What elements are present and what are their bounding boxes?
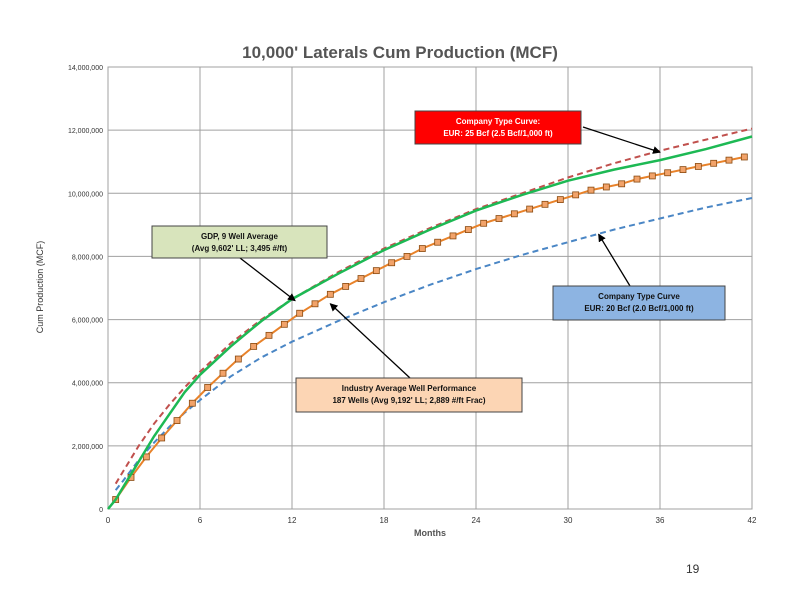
data-point bbox=[725, 156, 733, 164]
plot-area-border bbox=[107, 66, 753, 510]
data-point bbox=[219, 369, 227, 377]
y-tick-label: 14,000,000 bbox=[68, 65, 103, 72]
x-tick-label: 42 bbox=[748, 516, 757, 525]
data-point bbox=[342, 283, 350, 290]
data-point bbox=[158, 434, 166, 442]
data-point bbox=[587, 186, 595, 194]
y-tick-label: 8,000,000 bbox=[72, 254, 103, 261]
y-tick-label: 10,000,000 bbox=[68, 191, 103, 198]
annotation-arrow bbox=[582, 126, 661, 154]
y-tick-label: 4,000,000 bbox=[72, 381, 103, 388]
y-tick-label: 6,000,000 bbox=[72, 318, 103, 325]
data-point bbox=[142, 453, 150, 461]
data-point bbox=[541, 200, 549, 208]
annotation-type-25: Company Type Curve: EUR: 25 Bcf (2.5 Bcf/… bbox=[414, 110, 661, 154]
annotation-box bbox=[151, 225, 328, 259]
series-line-industry bbox=[114, 156, 745, 501]
data-point bbox=[480, 219, 488, 227]
annotations: Company Type Curve: EUR: 25 Bcf (2.5 Bcf/… bbox=[151, 110, 726, 413]
x-tick-label: 24 bbox=[472, 516, 481, 525]
x-tick-label: 12 bbox=[288, 516, 297, 525]
data-point bbox=[280, 320, 288, 328]
data-point bbox=[188, 399, 196, 407]
data-point bbox=[464, 226, 472, 233]
data-point bbox=[572, 191, 580, 199]
data-point bbox=[311, 300, 319, 308]
annotation-industry: Industry Average Well Performance 187 Wel… bbox=[295, 303, 523, 413]
series-type-20 bbox=[114, 197, 753, 491]
annotation-line1: Company Type Curve bbox=[598, 292, 680, 301]
chart-title: 10,000' Laterals Cum Production (MCF) bbox=[242, 43, 558, 62]
data-point bbox=[357, 275, 365, 282]
x-tick-label: 6 bbox=[198, 516, 203, 525]
data-point bbox=[526, 205, 534, 213]
data-point bbox=[510, 210, 518, 218]
annotation-box bbox=[295, 377, 523, 413]
x-tick-label: 36 bbox=[656, 516, 665, 525]
data-point bbox=[403, 253, 411, 260]
data-point bbox=[633, 175, 641, 183]
y-axis-label: Cum Production (MCF) bbox=[35, 241, 45, 334]
annotation-line2: 187 Wells (Avg 9,192' LL; 2,889 #/ft Fra… bbox=[332, 396, 485, 405]
data-point bbox=[418, 245, 426, 252]
annotation-line1: Industry Average Well Performance bbox=[342, 384, 477, 393]
data-point bbox=[664, 169, 672, 177]
annotation-gdp: GDP, 9 Well Average (Avg 9,602' LL; 3,495… bbox=[151, 225, 328, 302]
series-line-gdp bbox=[107, 135, 753, 510]
axes: 0 6 12 18 24 30 36 42 0 2,000,000 4,000,000 6,000,0… bbox=[68, 65, 757, 525]
annotation-line2: (Avg 9,602' LL; 3,495 #/ft) bbox=[192, 244, 288, 253]
annotation-arrow bbox=[239, 257, 296, 302]
data-point bbox=[648, 172, 656, 180]
series-industry bbox=[112, 153, 748, 503]
data-point bbox=[388, 259, 396, 267]
data-point bbox=[602, 183, 610, 191]
data-point bbox=[326, 290, 334, 298]
annotation-line1: Company Type Curve: bbox=[456, 117, 540, 126]
y-tick-label: 12,000,000 bbox=[68, 128, 103, 135]
data-point bbox=[296, 309, 304, 317]
data-point bbox=[173, 417, 181, 425]
x-tick-label: 30 bbox=[564, 516, 573, 525]
annotation-line2: EUR: 20 Bcf (2.0 Bcf/1,000 ft) bbox=[584, 304, 694, 313]
x-tick-label: 0 bbox=[106, 516, 111, 525]
data-point bbox=[679, 166, 687, 174]
data-point bbox=[250, 343, 258, 350]
data-point bbox=[694, 163, 702, 170]
y-tick-label: 0 bbox=[99, 507, 103, 514]
annotation-line1: GDP, 9 Well Average bbox=[201, 232, 278, 241]
annotation-type-20: Company Type Curve EUR: 20 Bcf (2.0 Bcf/1… bbox=[552, 233, 726, 321]
data-point bbox=[618, 180, 626, 188]
annotation-line2: EUR: 25 Bcf (2.5 Bcf/1,000 ft) bbox=[443, 129, 553, 138]
annotation-box bbox=[552, 285, 726, 321]
data-point bbox=[234, 355, 242, 363]
x-tick-label: 18 bbox=[380, 516, 389, 525]
data-point bbox=[710, 159, 718, 167]
series-line-type-20 bbox=[114, 197, 753, 491]
page-number: 19 bbox=[686, 562, 700, 576]
y-tick-label: 2,000,000 bbox=[72, 444, 103, 451]
annotation-box bbox=[414, 110, 582, 145]
annotation-arrow bbox=[598, 233, 631, 287]
data-point bbox=[372, 267, 380, 275]
data-point bbox=[265, 331, 273, 339]
annotation-arrow bbox=[329, 303, 411, 379]
data-point bbox=[204, 384, 212, 391]
data-point bbox=[434, 238, 442, 246]
x-axis-label: Months bbox=[414, 528, 446, 538]
series-gdp bbox=[107, 135, 753, 510]
data-point bbox=[556, 196, 564, 204]
data-point bbox=[740, 153, 748, 161]
data-point bbox=[449, 232, 457, 240]
data-point bbox=[495, 215, 503, 222]
